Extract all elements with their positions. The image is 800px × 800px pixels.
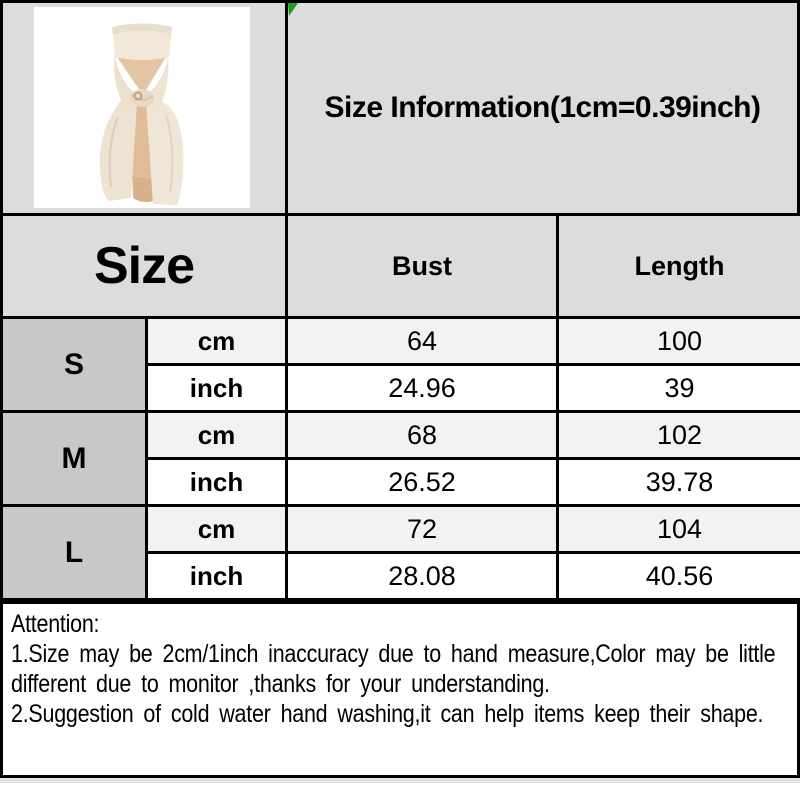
size-table: Size Bust Length S cm 64 100 inch 24.96 … <box>0 213 800 601</box>
product-image-cell <box>3 3 288 213</box>
unit-label: inch <box>145 551 288 601</box>
unit-label: cm <box>145 410 288 460</box>
title-cell: Size Information(1cm=0.39inch) <box>288 3 797 213</box>
table-row-m-inch: inch 26.52 39.78 <box>2 457 800 507</box>
attention-heading: Attention: <box>11 610 100 638</box>
attention-note-line: 1.Size may be 2cm/1inch inaccuracy due t… <box>11 640 776 668</box>
bottom-edge-strip <box>0 778 800 783</box>
value-l-cm-bust: 72 <box>285 504 559 554</box>
value-m-cm-bust: 68 <box>285 410 559 460</box>
header-size: Size <box>0 213 288 319</box>
value-s-inch-length: 39 <box>556 363 800 413</box>
table-row-s-inch: inch 24.96 39 <box>2 363 800 413</box>
attention-note-line: different due to monitor ,thanks for you… <box>11 670 550 698</box>
dress-illustration <box>99 23 184 205</box>
green-corner-marker-icon <box>288 3 300 16</box>
table-row-s-cm: S cm 64 100 <box>0 316 800 413</box>
value-m-cm-length: 102 <box>556 410 800 460</box>
attention-box: Attention: 1.Size may be 2cm/1inch inacc… <box>0 601 800 778</box>
value-s-cm-length: 100 <box>556 316 800 366</box>
table-header-row: Size Bust Length <box>0 213 800 319</box>
unit-label: inch <box>145 363 288 413</box>
header-length: Length <box>556 213 800 319</box>
size-label-l: L <box>0 504 148 601</box>
table-row-l-cm: L cm 72 104 <box>0 504 800 601</box>
table-row-m-cm: M cm 68 102 <box>0 410 800 507</box>
table-row-l-inch: inch 28.08 40.56 <box>2 551 800 601</box>
value-l-inch-length: 40.56 <box>556 551 800 601</box>
page-title: Size Information(1cm=0.39inch) <box>324 91 761 124</box>
attention-note-line: 2.Suggestion of cold water hand washing,… <box>11 700 764 728</box>
size-label-m: M <box>0 410 148 507</box>
value-s-cm-bust: 64 <box>285 316 559 366</box>
size-label-s: S <box>0 316 148 413</box>
unit-label: inch <box>145 457 288 507</box>
unit-label: cm <box>145 316 288 366</box>
unit-label: cm <box>145 504 288 554</box>
value-m-inch-length: 39.78 <box>556 457 800 507</box>
value-m-inch-bust: 26.52 <box>285 457 559 507</box>
value-s-inch-bust: 24.96 <box>285 363 559 413</box>
product-image <box>34 7 250 208</box>
banner: Size Information(1cm=0.39inch) <box>0 0 800 213</box>
value-l-inch-bust: 28.08 <box>285 551 559 601</box>
header-bust: Bust <box>285 213 559 319</box>
value-l-cm-length: 104 <box>556 504 800 554</box>
